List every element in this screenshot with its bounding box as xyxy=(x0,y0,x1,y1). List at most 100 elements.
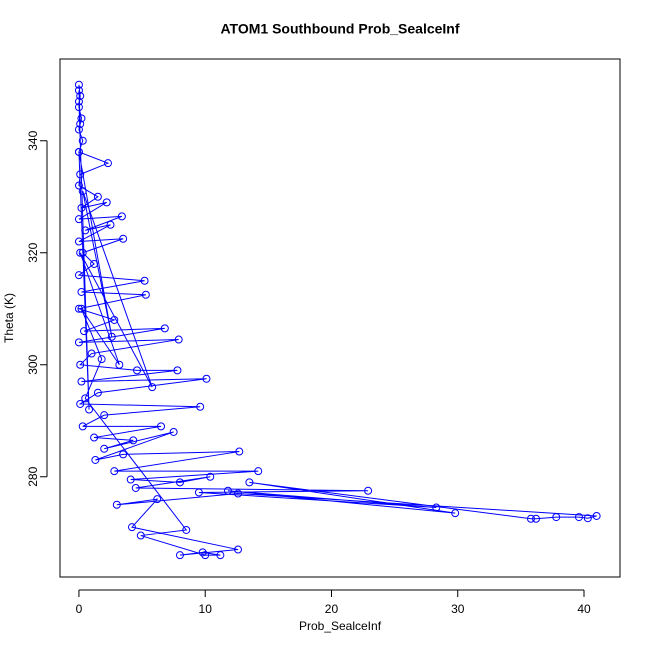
data-point xyxy=(87,349,96,358)
data-point xyxy=(129,436,138,445)
data-point xyxy=(110,467,119,476)
data-point xyxy=(202,374,211,383)
data-point xyxy=(76,119,85,128)
data-point xyxy=(90,259,99,268)
data-point xyxy=(206,472,215,481)
data-point xyxy=(119,234,128,243)
y-tick-label: 340 xyxy=(26,130,40,150)
data-point xyxy=(173,366,182,375)
data-point xyxy=(97,355,106,364)
data-point xyxy=(102,198,111,207)
data-point xyxy=(74,125,83,134)
data-point xyxy=(74,80,83,89)
data-point xyxy=(126,475,135,484)
data-point xyxy=(592,511,601,520)
data-point xyxy=(234,489,243,498)
data-point xyxy=(76,248,85,257)
data-point xyxy=(133,366,142,375)
data-point xyxy=(74,304,83,313)
data-point xyxy=(115,360,124,369)
data-point xyxy=(77,377,86,386)
data-point xyxy=(91,455,100,464)
data-point xyxy=(77,203,86,212)
data-point xyxy=(583,514,592,523)
data-point xyxy=(77,114,86,123)
data-point xyxy=(107,332,116,341)
data-point xyxy=(136,531,145,540)
data-point xyxy=(76,360,85,369)
data-point xyxy=(76,399,85,408)
data-point xyxy=(552,513,561,522)
data-point xyxy=(78,422,87,431)
y-tick-label: 280 xyxy=(26,466,40,486)
data-point xyxy=(364,486,373,495)
data-point xyxy=(81,226,90,235)
data-point xyxy=(85,405,94,414)
data-point xyxy=(235,447,244,456)
data-point xyxy=(532,514,541,523)
data-point xyxy=(74,237,83,246)
data-point xyxy=(112,500,121,509)
y-axis-label: Theta (K) xyxy=(2,293,16,343)
y-tick-label: 300 xyxy=(26,354,40,374)
data-point xyxy=(76,91,85,100)
data-point xyxy=(74,181,83,190)
data-point xyxy=(90,433,99,442)
data-point xyxy=(153,495,162,504)
x-tick-label: 20 xyxy=(325,602,339,616)
x-axis-label: Prob_SealceInf xyxy=(299,619,382,633)
x-tick-label: 40 xyxy=(577,602,591,616)
data-point xyxy=(148,383,157,392)
y-tick-label: 320 xyxy=(26,242,40,262)
data-point xyxy=(74,338,83,347)
data-point xyxy=(74,97,83,106)
data-point xyxy=(93,388,102,397)
data-point xyxy=(119,450,128,459)
data-point xyxy=(234,545,243,554)
data-point xyxy=(198,548,207,557)
data-point xyxy=(194,488,203,497)
data-point xyxy=(77,304,86,313)
data-point xyxy=(78,248,87,257)
data-point xyxy=(451,509,460,518)
data-point xyxy=(174,335,183,344)
plot-frame xyxy=(59,58,621,578)
data-point xyxy=(76,170,85,179)
data-point xyxy=(160,324,169,333)
data-point xyxy=(74,103,83,112)
data-point xyxy=(74,215,83,224)
data-line xyxy=(76,84,597,556)
data-point xyxy=(196,402,205,411)
data-point xyxy=(81,394,90,403)
data-point xyxy=(216,551,225,560)
data-point xyxy=(93,192,102,201)
data-point xyxy=(79,327,88,336)
data-point xyxy=(140,276,149,285)
data-point xyxy=(78,187,87,196)
data-point xyxy=(103,159,112,168)
data-point xyxy=(223,486,232,495)
data-point xyxy=(100,411,109,420)
data-point xyxy=(141,290,150,299)
data-point xyxy=(201,551,210,560)
chart-title: ATOM1 Southbound Prob_SealceInf xyxy=(220,21,459,37)
data-point xyxy=(169,427,178,436)
data-point xyxy=(157,422,166,431)
data-point xyxy=(106,220,115,229)
data-point xyxy=(127,523,136,532)
x-tick-label: 30 xyxy=(451,602,465,616)
data-point xyxy=(574,513,583,522)
data-point xyxy=(74,271,83,280)
data-point xyxy=(77,287,86,296)
data-point xyxy=(254,467,263,476)
data-point xyxy=(131,483,140,492)
data-point xyxy=(245,478,254,487)
data-point xyxy=(110,315,119,324)
data-point xyxy=(117,212,126,221)
data-point xyxy=(175,551,184,560)
data-point xyxy=(182,525,191,534)
x-tick-label: 10 xyxy=(199,602,213,616)
data-point xyxy=(432,503,441,512)
data-point xyxy=(175,478,184,487)
data-point xyxy=(526,514,535,523)
